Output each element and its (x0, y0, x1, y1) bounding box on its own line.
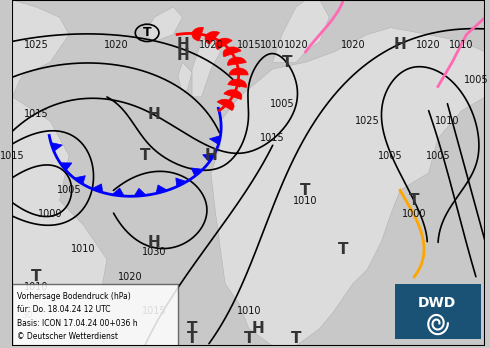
Text: 1015: 1015 (142, 306, 167, 316)
Text: Vorhersage Bodendruck (hPa): Vorhersage Bodendruck (hPa) (17, 292, 131, 301)
Text: 1010: 1010 (260, 40, 285, 50)
Text: 1025: 1025 (355, 116, 379, 126)
FancyBboxPatch shape (12, 284, 178, 346)
Wedge shape (228, 79, 246, 87)
Polygon shape (145, 7, 183, 41)
Text: 1010: 1010 (435, 116, 460, 126)
Polygon shape (112, 188, 124, 196)
Text: T: T (187, 331, 197, 347)
Text: © Deutscher Wetterdienst: © Deutscher Wetterdienst (17, 332, 118, 341)
Wedge shape (223, 47, 241, 57)
Text: 1000: 1000 (402, 209, 427, 220)
Polygon shape (12, 0, 69, 97)
Text: H: H (205, 148, 218, 163)
Text: T: T (291, 331, 301, 347)
Text: 1020: 1020 (416, 40, 441, 50)
Text: 1000: 1000 (38, 209, 62, 220)
Polygon shape (202, 154, 215, 162)
Text: H: H (148, 235, 161, 250)
Text: T: T (143, 26, 151, 39)
Text: DWD: DWD (418, 296, 456, 310)
Text: 1020: 1020 (284, 40, 308, 50)
Wedge shape (227, 57, 246, 65)
Text: T: T (300, 183, 311, 198)
Text: 1005: 1005 (464, 74, 488, 85)
Text: T: T (244, 331, 254, 347)
Polygon shape (178, 62, 192, 93)
Polygon shape (272, 0, 329, 62)
Text: T: T (31, 269, 41, 284)
Text: 1005: 1005 (57, 185, 81, 195)
Text: 1010: 1010 (449, 40, 474, 50)
Text: 1010: 1010 (237, 306, 261, 316)
Text: 1010: 1010 (294, 196, 318, 206)
Text: H: H (252, 321, 265, 336)
Text: T: T (140, 148, 150, 163)
Text: T: T (281, 55, 292, 70)
Polygon shape (156, 185, 168, 194)
Text: 30: 30 (22, 311, 33, 320)
Polygon shape (209, 135, 220, 144)
Polygon shape (134, 188, 147, 196)
Text: Basis: ICON 17.04.24 00+036 h: Basis: ICON 17.04.24 00+036 h (17, 318, 138, 327)
Text: T: T (338, 242, 349, 256)
Text: T: T (187, 321, 197, 336)
Text: 1015: 1015 (0, 151, 24, 161)
Text: 1020: 1020 (118, 272, 143, 282)
Polygon shape (176, 178, 187, 187)
Polygon shape (50, 143, 62, 151)
Text: 1005: 1005 (378, 151, 403, 161)
Polygon shape (211, 28, 485, 346)
Text: 1020: 1020 (104, 40, 129, 50)
Text: H: H (176, 48, 189, 63)
Polygon shape (92, 184, 103, 193)
Wedge shape (205, 31, 220, 44)
Text: 1015: 1015 (260, 133, 285, 143)
Text: H: H (176, 38, 189, 53)
Polygon shape (60, 163, 72, 171)
Text: H: H (148, 106, 161, 122)
Wedge shape (216, 38, 232, 49)
Polygon shape (191, 168, 203, 176)
Wedge shape (217, 99, 234, 111)
FancyBboxPatch shape (395, 284, 481, 339)
Text: H: H (394, 38, 407, 53)
Text: T: T (409, 193, 419, 208)
Polygon shape (12, 97, 107, 346)
Text: 1020: 1020 (198, 40, 223, 50)
Text: für: Do. 18.04.24 12 UTC: für: Do. 18.04.24 12 UTC (17, 306, 111, 314)
Text: 1010: 1010 (71, 244, 96, 254)
Polygon shape (74, 176, 85, 184)
Wedge shape (192, 27, 203, 41)
Text: 1015: 1015 (24, 109, 49, 119)
Wedge shape (229, 68, 248, 75)
Text: 1005: 1005 (426, 151, 450, 161)
Text: 1025: 1025 (24, 40, 49, 50)
Text: 1010: 1010 (24, 282, 48, 292)
Wedge shape (224, 90, 242, 100)
Text: 1020: 1020 (341, 40, 365, 50)
Text: 1015: 1015 (237, 40, 261, 50)
Text: 1030: 1030 (142, 247, 167, 258)
Polygon shape (192, 34, 220, 97)
Text: 1005: 1005 (270, 99, 294, 109)
